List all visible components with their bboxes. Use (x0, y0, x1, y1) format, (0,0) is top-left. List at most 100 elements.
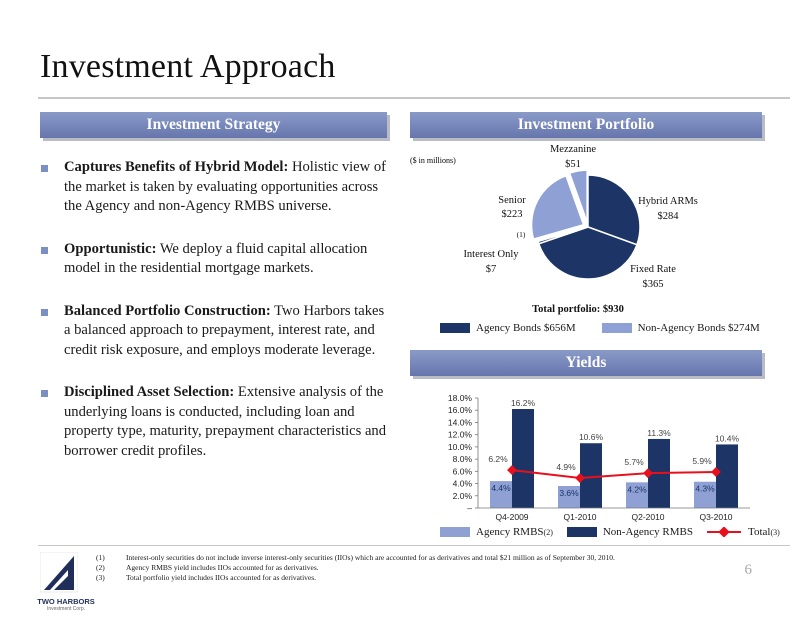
logo-subtitle: Investment Corp. (46, 606, 86, 612)
bar-non-agency-rmbs (716, 444, 738, 508)
pie-footnote-mark: (1) (517, 230, 526, 239)
bar-label-agency-rmbs: 3.6% (559, 488, 579, 498)
legend-footnote-2: (2) (543, 527, 553, 537)
legend-label-agency: Agency Bonds $656M (476, 322, 576, 334)
section-header-strategy: Investment Strategy (40, 112, 387, 138)
bars: 4.4% 16.2% 3.6% 10.6% 4.2% 11.3% 4.3% 10.4% (490, 398, 739, 508)
pie-label-hybrid-arms: Hybrid ARMs (638, 196, 698, 207)
pie-value-senior: $223 (502, 209, 523, 220)
legend-swatch-agency-rmbs (440, 527, 470, 537)
legend-label-total: Total (748, 526, 771, 538)
pie-value-fixed-rate: $365 (643, 279, 664, 290)
footnote-item: (1) Interest-only securities do not inclu… (96, 553, 615, 562)
y-tick-label: 18.0% (448, 393, 473, 403)
pie-svg: ($ in millions) Mezzanine $51 Hybrid ARM… (410, 144, 698, 315)
pie-slice-mezzanine (568, 169, 588, 223)
bar-label-non-agency-rmbs: 10.6% (579, 432, 604, 442)
x-tick-label: Q2-2010 (631, 512, 664, 522)
y-tick-label: 2.0% (453, 491, 473, 501)
portfolio-total: Total portfolio: $930 (532, 304, 624, 315)
yields-bar-chart: 18.0% 16.0% 14.0% 12.0% 10.0% 8.0% 6.0% 4.0% 2.0… (420, 392, 770, 540)
footnote-item: (2) Agency RMBS yield includes IIOs accou… (96, 563, 319, 572)
point-label-total: 4.9% (556, 462, 576, 472)
bullet-item: Balanced Portfolio Construction: Two Har… (40, 302, 390, 361)
two-harbors-logo-icon (40, 552, 78, 593)
legend-label-agency-rmbs: Agency RMBS (476, 526, 544, 538)
bar-agency-rmbs (490, 481, 512, 508)
legend-label-non-agency: Non-Agency Bonds $274M (637, 322, 760, 334)
bullet-text: Holistic view of the market is taken by … (64, 159, 386, 214)
bullet-heading: Disciplined Asset Selection: (64, 384, 235, 400)
pie-label-fixed-rate: Fixed Rate (630, 264, 676, 275)
bar-agency-rmbs (694, 481, 716, 508)
legend-swatch-agency (440, 323, 470, 333)
x-tick-label: Q4-2009 (495, 512, 528, 522)
footer-divider (38, 545, 790, 546)
y-tick-label: 16.0% (448, 405, 473, 415)
page-number: 6 (744, 562, 753, 578)
pie-value-interest-only: $7 (486, 264, 497, 275)
pie-slice-fixed-rate (537, 226, 638, 280)
point-total (711, 466, 721, 477)
bullet-heading: Opportunistic: (64, 240, 157, 257)
section-header-yields: Yields (410, 350, 762, 376)
y-tick-label: 8.0% (453, 454, 473, 464)
bullet-marker (41, 390, 48, 397)
pie-label-senior: Senior (498, 195, 526, 206)
bar-non-agency-rmbs (580, 443, 602, 508)
pie-slices (530, 169, 641, 280)
strategy-bullet-list: Captures Benefits of Hybrid Model: Holis… (40, 158, 390, 484)
legend-footnote-3: (3) (770, 527, 780, 537)
bar-label-agency-rmbs: 4.2% (627, 484, 647, 494)
bar-agency-rmbs (558, 486, 580, 508)
pie-label-interest-only: Interest Only (463, 249, 519, 260)
yields-legend: Agency RMBS (2) Non-Agency RMBS Total (3… (440, 526, 780, 538)
y-tick-label: – (467, 503, 472, 513)
x-tick-label: Q1-2010 (563, 512, 596, 522)
page-title: Investment Approach (40, 48, 336, 85)
bar-label-non-agency-rmbs: 16.2% (511, 398, 536, 408)
total-line: 6.2% 4.9% 5.7% 5.9% (488, 454, 721, 484)
footnotes: (1) Interest-only securities do not inclu… (96, 553, 615, 583)
bullet-item: Opportunistic: We deploy a fluid capital… (40, 240, 390, 279)
bullet-item: Captures Benefits of Hybrid Model: Holis… (40, 158, 390, 217)
units-note: ($ in millions) (410, 156, 456, 165)
legend-swatch-non-agency-rmbs (566, 527, 597, 537)
y-tick-label: 14.0% (448, 417, 473, 427)
footnote-item: (3) Total portfolio yield includes IIOs a… (96, 573, 317, 582)
pie-value-mezzanine: $51 (565, 159, 581, 170)
bullet-marker (41, 165, 48, 172)
bar-agency-rmbs (626, 482, 648, 508)
point-label-total: 6.2% (488, 454, 508, 464)
bar-label-non-agency-rmbs: 10.4% (715, 433, 740, 443)
bar-label-agency-rmbs: 4.4% (491, 483, 511, 493)
bullet-text: Two Harbors takes a balanced approach to… (64, 302, 385, 358)
bullet-marker (41, 308, 48, 316)
section-header-portfolio: Investment Portfolio (410, 112, 762, 138)
pie-slice-hybrid-arms (587, 174, 641, 246)
bullet-heading: Balanced Portfolio Construction: (64, 302, 271, 319)
bullet-item: Disciplined Asset Selection: Extensive a… (40, 383, 390, 461)
bar-label-non-agency-rmbs: 11.3% (647, 428, 671, 438)
pie-slice-interest-only (537, 226, 589, 245)
pie-value-hybrid-arms: $284 (658, 211, 680, 222)
pie-label-mezzanine: Mezzanine (550, 144, 596, 155)
y-tick-label: 4.0% (453, 479, 473, 489)
bar-non-agency-rmbs (512, 409, 534, 508)
legend-label-non-agency-rmbs: Non-Agency RMBS (602, 526, 693, 538)
logo-name: TWO HARBORS (37, 597, 95, 606)
point-total (643, 468, 653, 479)
legend-line-total (707, 527, 741, 537)
bullet-text: Extensive analysis of the underlying loa… (64, 384, 387, 459)
bar-svg: 18.0% 16.0% 14.0% 12.0% 10.0% 8.0% 6.0% 4.0% 2.0… (448, 393, 750, 522)
bullet-heading: Captures Benefits of Hybrid Model: (64, 159, 289, 175)
portfolio-pie-chart: ($ in millions) Mezzanine $51 Hybrid ARM… (408, 140, 768, 340)
y-tick-label: 12.0% (448, 430, 473, 440)
point-label-total: 5.9% (692, 456, 712, 466)
x-tick-label: Q3-2010 (699, 512, 732, 522)
title-divider (38, 97, 790, 99)
bullet-marker (41, 246, 48, 254)
y-tick-label: 6.0% (453, 466, 473, 476)
legend-swatch-non-agency (601, 323, 632, 333)
point-total (575, 473, 585, 484)
